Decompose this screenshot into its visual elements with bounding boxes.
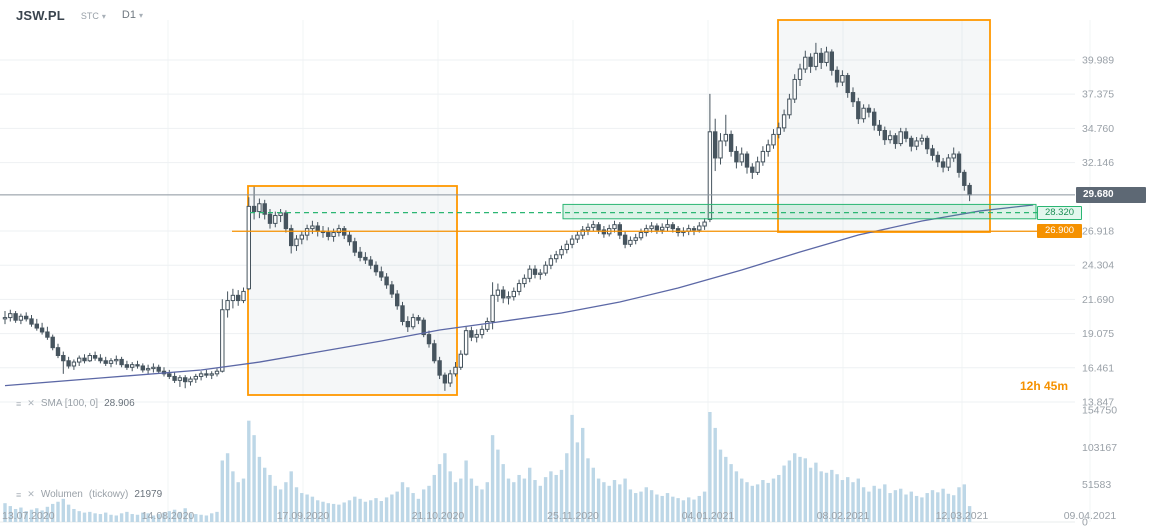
svg-text:21.10.2020: 21.10.2020 bbox=[412, 510, 465, 522]
resistance-level-badge[interactable]: 28.320 bbox=[1037, 206, 1082, 220]
volume-bars bbox=[3, 411, 972, 522]
volume-legend-label: Wolumen bbox=[40, 489, 83, 500]
svg-text:17.09.2020: 17.09.2020 bbox=[277, 510, 330, 522]
instrument-symbol: JSW.PL bbox=[16, 8, 65, 23]
svg-text:13.07.2020: 13.07.2020 bbox=[2, 510, 55, 522]
svg-text:39.989: 39.989 bbox=[1082, 54, 1114, 66]
axis-labels: 39.989 37.375 34.760 32.146 26.918 24.304 21.6… bbox=[2, 54, 1117, 528]
volume-legend-type: (tickowy) bbox=[88, 489, 129, 500]
svg-text:16.461: 16.461 bbox=[1082, 362, 1114, 374]
svg-text:13.847: 13.847 bbox=[1082, 397, 1114, 409]
highlight-box-annotations[interactable] bbox=[247, 19, 991, 396]
chevron-down-icon: ▾ bbox=[101, 12, 106, 21]
svg-text:14.08.2020: 14.08.2020 bbox=[142, 510, 195, 522]
svg-text:04.01.2021: 04.01.2021 bbox=[682, 510, 735, 522]
candle-countdown: 12h 45m bbox=[1020, 379, 1069, 393]
svg-text:32.146: 32.146 bbox=[1082, 157, 1114, 169]
current-price-badge: 29.680 bbox=[1076, 187, 1146, 203]
svg-text:34.760: 34.760 bbox=[1082, 123, 1114, 135]
indicator-remove-icon[interactable]: ✕ bbox=[27, 398, 35, 408]
svg-text:103167: 103167 bbox=[1082, 442, 1117, 454]
instrument-category-dropdown[interactable]: STC ▾ bbox=[81, 11, 106, 21]
svg-text:0: 0 bbox=[1082, 517, 1088, 529]
svg-text:26.918: 26.918 bbox=[1082, 225, 1114, 237]
svg-text:12.03.2021: 12.03.2021 bbox=[936, 510, 989, 522]
svg-text:21.690: 21.690 bbox=[1082, 294, 1114, 306]
volume-legend-value: 21979 bbox=[134, 489, 163, 500]
svg-text:19.075: 19.075 bbox=[1082, 328, 1114, 340]
svg-text:37.375: 37.375 bbox=[1082, 89, 1114, 101]
support-level-badge[interactable]: 26.900 bbox=[1037, 224, 1082, 238]
svg-text:154750: 154750 bbox=[1082, 405, 1117, 417]
indicator-settings-icon[interactable]: ≡ bbox=[16, 398, 22, 409]
indicator-settings-icon[interactable]: ≡ bbox=[16, 489, 22, 500]
sma-legend-value: 28.906 bbox=[104, 398, 135, 409]
svg-text:24.304: 24.304 bbox=[1082, 260, 1114, 272]
price-zone-annotation[interactable] bbox=[562, 203, 1037, 220]
timeframe-label: D1 bbox=[121, 9, 136, 21]
chevron-down-icon: ▾ bbox=[138, 11, 143, 20]
sma-indicator-legend: ≡ ✕ SMA [100, 0] 28.906 bbox=[16, 398, 135, 409]
timeframe-dropdown[interactable]: D1 ▾ bbox=[122, 9, 143, 21]
instrument-header: JSW.PL STC ▾ D1 ▾ bbox=[16, 8, 143, 23]
svg-text:51583: 51583 bbox=[1082, 479, 1111, 491]
indicator-remove-icon[interactable]: ✕ bbox=[27, 489, 35, 499]
svg-text:25.11.2020: 25.11.2020 bbox=[547, 510, 599, 522]
sma-legend-label: SMA [100, 0] bbox=[40, 398, 99, 409]
svg-text:09.04.2021: 09.04.2021 bbox=[1064, 510, 1117, 522]
sma-line bbox=[4, 204, 1034, 387]
instrument-category-label: STC bbox=[80, 11, 99, 21]
candlesticks bbox=[2, 42, 972, 391]
svg-text:08.02.2021: 08.02.2021 bbox=[817, 510, 870, 522]
volume-indicator-legend: ≡ ✕ Wolumen (tickowy) 21979 bbox=[16, 489, 162, 500]
